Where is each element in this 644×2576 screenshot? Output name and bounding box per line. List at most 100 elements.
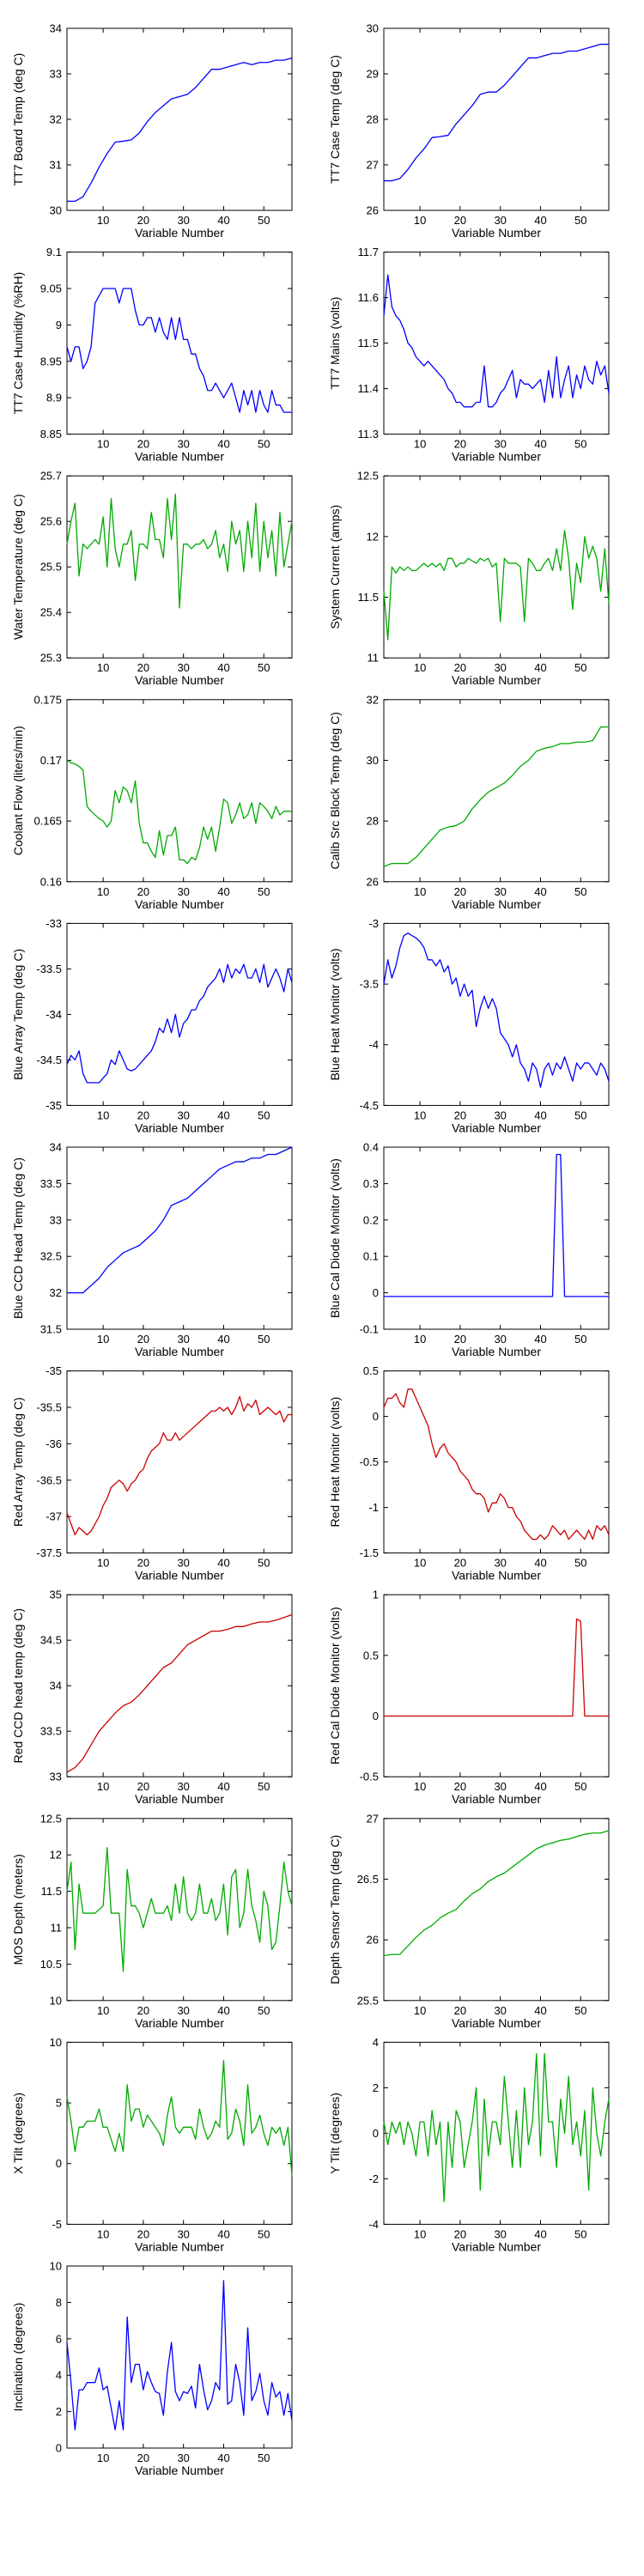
x-tick-label: 20 xyxy=(454,1557,466,1570)
x-tick-label: 10 xyxy=(97,1109,109,1121)
y-tick-label: -5 xyxy=(52,2218,62,2231)
y-tick-label: 27 xyxy=(367,1812,379,1825)
x-axis-label: Variable Number xyxy=(452,1792,541,1806)
y-tick-label: 33 xyxy=(50,68,62,81)
x-tick-label: 20 xyxy=(454,885,466,898)
x-tick-label: 30 xyxy=(177,1333,189,1346)
y-tick-label: 31.5 xyxy=(40,1323,62,1336)
x-axis-label: Variable Number xyxy=(135,2464,224,2477)
x-tick-label: 50 xyxy=(258,1780,270,1793)
x-axis-label: Variable Number xyxy=(135,1121,224,1134)
x-tick-label: 20 xyxy=(137,1109,149,1121)
x-tick-label: 20 xyxy=(137,438,149,451)
y-tick-label: -3 xyxy=(368,917,379,930)
y-axis-label: Blue Cal Diode Monitor (volts) xyxy=(328,1158,342,1318)
x-tick-label: 40 xyxy=(217,2451,229,2464)
x-tick-label: 40 xyxy=(534,1109,546,1121)
chart-panel-15: 10 20 30 40 50 33 33.5 34 34.5 35 Variable Number R… xyxy=(11,1589,293,1806)
y-tick-label: -3.5 xyxy=(360,978,379,991)
y-tick-label: 0.1 xyxy=(363,1250,379,1263)
x-tick-label: 30 xyxy=(494,438,506,451)
plot-frame xyxy=(383,475,610,659)
x-tick-label: 40 xyxy=(217,1557,229,1570)
x-tick-label: 40 xyxy=(217,885,229,898)
plot-frame xyxy=(66,2041,293,2225)
y-tick-label: 5 xyxy=(56,2097,62,2110)
y-tick-label: 32 xyxy=(50,1286,62,1299)
y-tick-label: 10 xyxy=(50,1994,62,2007)
x-tick-label: 30 xyxy=(177,2004,189,2017)
y-tick-label: 11 xyxy=(51,1922,63,1935)
y-tick-label: -36.5 xyxy=(36,1473,62,1486)
y-tick-label: 8.95 xyxy=(40,355,62,368)
x-tick-label: 10 xyxy=(414,1780,426,1793)
chart-panel-4: 10 20 30 40 50 11.3 11.4 11.5 11.6 11.7 Variable N… xyxy=(328,246,610,464)
y-tick-label: -33 xyxy=(46,917,62,930)
y-tick-label: 0.2 xyxy=(363,1213,379,1226)
y-tick-label: 30 xyxy=(367,22,379,35)
x-tick-label: 10 xyxy=(97,1557,109,1570)
x-tick-label: 30 xyxy=(177,438,189,451)
y-axis-label: Coolant Flow (liters/min) xyxy=(11,726,25,855)
x-tick-label: 30 xyxy=(494,1780,506,1793)
x-tick-label: 10 xyxy=(414,1333,426,1346)
chart-panel-18: 10 20 30 40 50 25.5 26 26.5 27 Variable Number Dep… xyxy=(328,1812,610,2030)
y-tick-label: 0.165 xyxy=(33,815,62,828)
x-tick-label: 10 xyxy=(414,2004,426,2017)
y-tick-label: -33.5 xyxy=(36,963,62,975)
x-tick-label: 50 xyxy=(258,1333,270,1346)
x-tick-label: 30 xyxy=(177,1780,189,1793)
series-line xyxy=(384,43,609,182)
y-tick-label: -4 xyxy=(368,1038,379,1051)
series-line xyxy=(67,57,293,203)
x-tick-label: 30 xyxy=(494,1109,506,1121)
y-tick-label: 8.9 xyxy=(46,392,62,404)
x-tick-label: 20 xyxy=(454,214,466,227)
y-tick-label: -1 xyxy=(368,1501,379,1514)
series-line xyxy=(66,493,293,609)
chart-panel-3: 10 20 30 40 50 8.85 8.9 8.95 9 9.05 9.1 Variable Nu… xyxy=(11,246,293,464)
y-tick-label: 0.16 xyxy=(40,875,62,888)
x-tick-label: 30 xyxy=(494,885,506,898)
x-tick-label: 30 xyxy=(177,661,189,674)
y-tick-label: 11.6 xyxy=(358,291,379,304)
y-axis-label: TT7 Mains (volts) xyxy=(328,297,342,390)
x-tick-label: 40 xyxy=(217,214,229,227)
y-tick-label: -35.5 xyxy=(36,1401,62,1414)
x-tick-label: 50 xyxy=(574,1780,586,1793)
x-tick-label: 10 xyxy=(97,661,109,674)
y-tick-label: 32 xyxy=(367,693,379,706)
y-tick-label: 28 xyxy=(367,113,379,126)
y-tick-label: -4.5 xyxy=(360,1099,379,1112)
y-tick-label: -35 xyxy=(46,1364,62,1377)
plot-frame xyxy=(66,2265,293,2449)
y-tick-label: 11.5 xyxy=(358,591,379,604)
y-tick-label: -35 xyxy=(46,1099,62,1112)
plot-frame xyxy=(66,1818,293,2002)
x-tick-label: 10 xyxy=(97,1333,109,1346)
y-tick-label: -0.5 xyxy=(360,1455,379,1468)
y-tick-label: 8 xyxy=(56,2296,62,2309)
y-tick-label: 9.1 xyxy=(46,246,62,258)
chart-panel-14: 10 20 30 40 50 -1.5 -1 -0.5 0 0.5 Variable Number R… xyxy=(328,1364,610,1583)
chart-panel-21: 10 20 30 40 50 0 2 4 6 8 10 Variable Number Inclinat… xyxy=(11,2260,293,2477)
x-tick-label: 20 xyxy=(137,1780,149,1793)
x-axis-label: Variable Number xyxy=(135,897,224,911)
y-tick-label: -2 xyxy=(368,2172,379,2185)
x-tick-label: 10 xyxy=(414,438,426,451)
y-tick-label: -4 xyxy=(368,2218,379,2231)
y-tick-label: 27 xyxy=(367,159,379,172)
x-tick-label: 50 xyxy=(574,885,586,898)
y-tick-label: 6 xyxy=(56,2332,62,2345)
x-tick-label: 20 xyxy=(454,2227,466,2240)
y-tick-label: 10 xyxy=(50,2036,62,2049)
series-line xyxy=(66,2280,293,2431)
series-line xyxy=(66,2059,293,2176)
x-tick-label: 10 xyxy=(97,438,109,451)
x-tick-label: 10 xyxy=(414,1557,426,1570)
x-tick-label: 10 xyxy=(97,2227,109,2240)
series-line xyxy=(384,1618,609,1717)
x-tick-label: 50 xyxy=(258,1557,270,1570)
x-tick-label: 40 xyxy=(534,1780,546,1793)
y-tick-label: 26 xyxy=(367,1934,379,1947)
